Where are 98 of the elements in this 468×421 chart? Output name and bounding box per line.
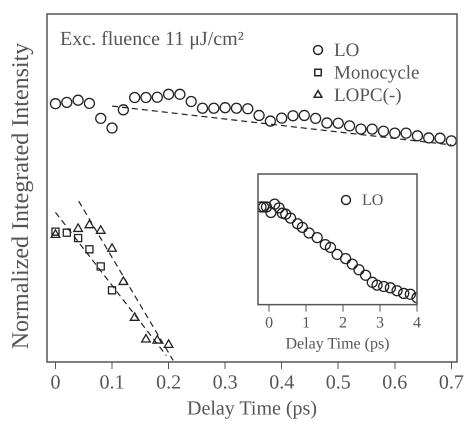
x-axis-title: Delay Time (ps)	[286, 336, 390, 353]
point	[174, 88, 186, 100]
x-tick-label: 0.6	[382, 371, 408, 394]
point	[61, 96, 72, 108]
point	[118, 104, 129, 116]
point	[273, 202, 285, 214]
point	[344, 120, 356, 132]
point	[287, 110, 299, 122]
point	[346, 258, 358, 270]
point	[129, 92, 140, 104]
point	[208, 102, 220, 114]
legend-label: LOPC(-)	[334, 84, 402, 106]
point	[276, 112, 288, 124]
point	[96, 225, 106, 234]
point	[384, 282, 396, 294]
point	[331, 248, 343, 260]
point	[360, 270, 372, 281]
point	[242, 103, 254, 114]
point	[404, 288, 416, 300]
point	[108, 286, 116, 294]
point	[321, 117, 333, 129]
x-axis-title: Delay Time (ps)	[187, 397, 317, 420]
legend-label: Monocycle	[334, 62, 420, 84]
point	[371, 279, 383, 291]
point	[84, 98, 96, 110]
point	[332, 118, 344, 129]
point	[84, 220, 94, 228]
point	[378, 280, 390, 292]
point	[340, 252, 352, 264]
point	[391, 285, 403, 296]
point	[378, 126, 390, 137]
point	[353, 264, 365, 276]
x-tick-label: 4	[413, 314, 421, 332]
point	[366, 123, 378, 135]
point	[230, 102, 242, 114]
point	[324, 242, 336, 254]
x-tick-label: 0.7	[438, 371, 464, 394]
point	[140, 334, 151, 343]
point	[118, 276, 128, 286]
point	[398, 288, 410, 300]
point	[140, 92, 152, 104]
point	[253, 110, 265, 122]
point	[107, 243, 118, 252]
point	[50, 98, 62, 110]
point	[130, 312, 140, 321]
point	[85, 245, 94, 254]
point	[162, 88, 174, 100]
point	[412, 130, 424, 142]
point	[95, 112, 106, 124]
point	[96, 262, 105, 271]
point	[74, 234, 82, 242]
point	[312, 232, 323, 244]
point	[446, 135, 457, 147]
point	[366, 276, 378, 288]
x-tick-label: 0.5	[326, 371, 351, 394]
point	[196, 102, 208, 114]
x-tick-label: 0.4	[269, 371, 294, 394]
text: Exc. fluence 11 μJ/cm²	[60, 28, 244, 50]
point	[292, 218, 304, 230]
point	[296, 222, 308, 233]
point	[50, 229, 60, 238]
point	[434, 132, 446, 144]
point	[51, 227, 60, 236]
point	[268, 198, 280, 210]
legend-label: LO	[334, 40, 360, 61]
x-tick-label: 0.3	[212, 371, 238, 394]
x-tick-label: 1	[302, 314, 310, 332]
point	[186, 96, 197, 108]
point	[320, 238, 331, 250]
x-tick-label: 0	[50, 371, 60, 394]
x-tick-label: 0.2	[156, 371, 182, 394]
point	[303, 227, 315, 239]
point	[152, 92, 163, 103]
x-tick-label: 2	[339, 314, 348, 332]
x-tick-label: 0.1	[100, 371, 125, 394]
point	[400, 127, 412, 139]
point	[276, 208, 288, 219]
x-tick-label: 3	[376, 314, 384, 332]
point	[423, 132, 434, 144]
point	[389, 127, 400, 139]
x-tick-label: 0	[265, 314, 274, 332]
point	[298, 110, 310, 122]
legend-label: LO	[362, 192, 384, 210]
point	[355, 123, 367, 135]
point	[72, 94, 84, 106]
point	[106, 122, 118, 134]
point	[310, 112, 322, 124]
point	[73, 223, 84, 232]
point	[264, 115, 276, 127]
point	[284, 212, 296, 224]
point	[152, 334, 162, 344]
y-axis-title: Normalized Integrated Intensity	[8, 42, 34, 350]
point	[260, 201, 272, 213]
point	[219, 102, 231, 114]
point	[265, 206, 277, 218]
point	[280, 208, 292, 220]
point	[164, 339, 174, 348]
point	[62, 228, 71, 237]
